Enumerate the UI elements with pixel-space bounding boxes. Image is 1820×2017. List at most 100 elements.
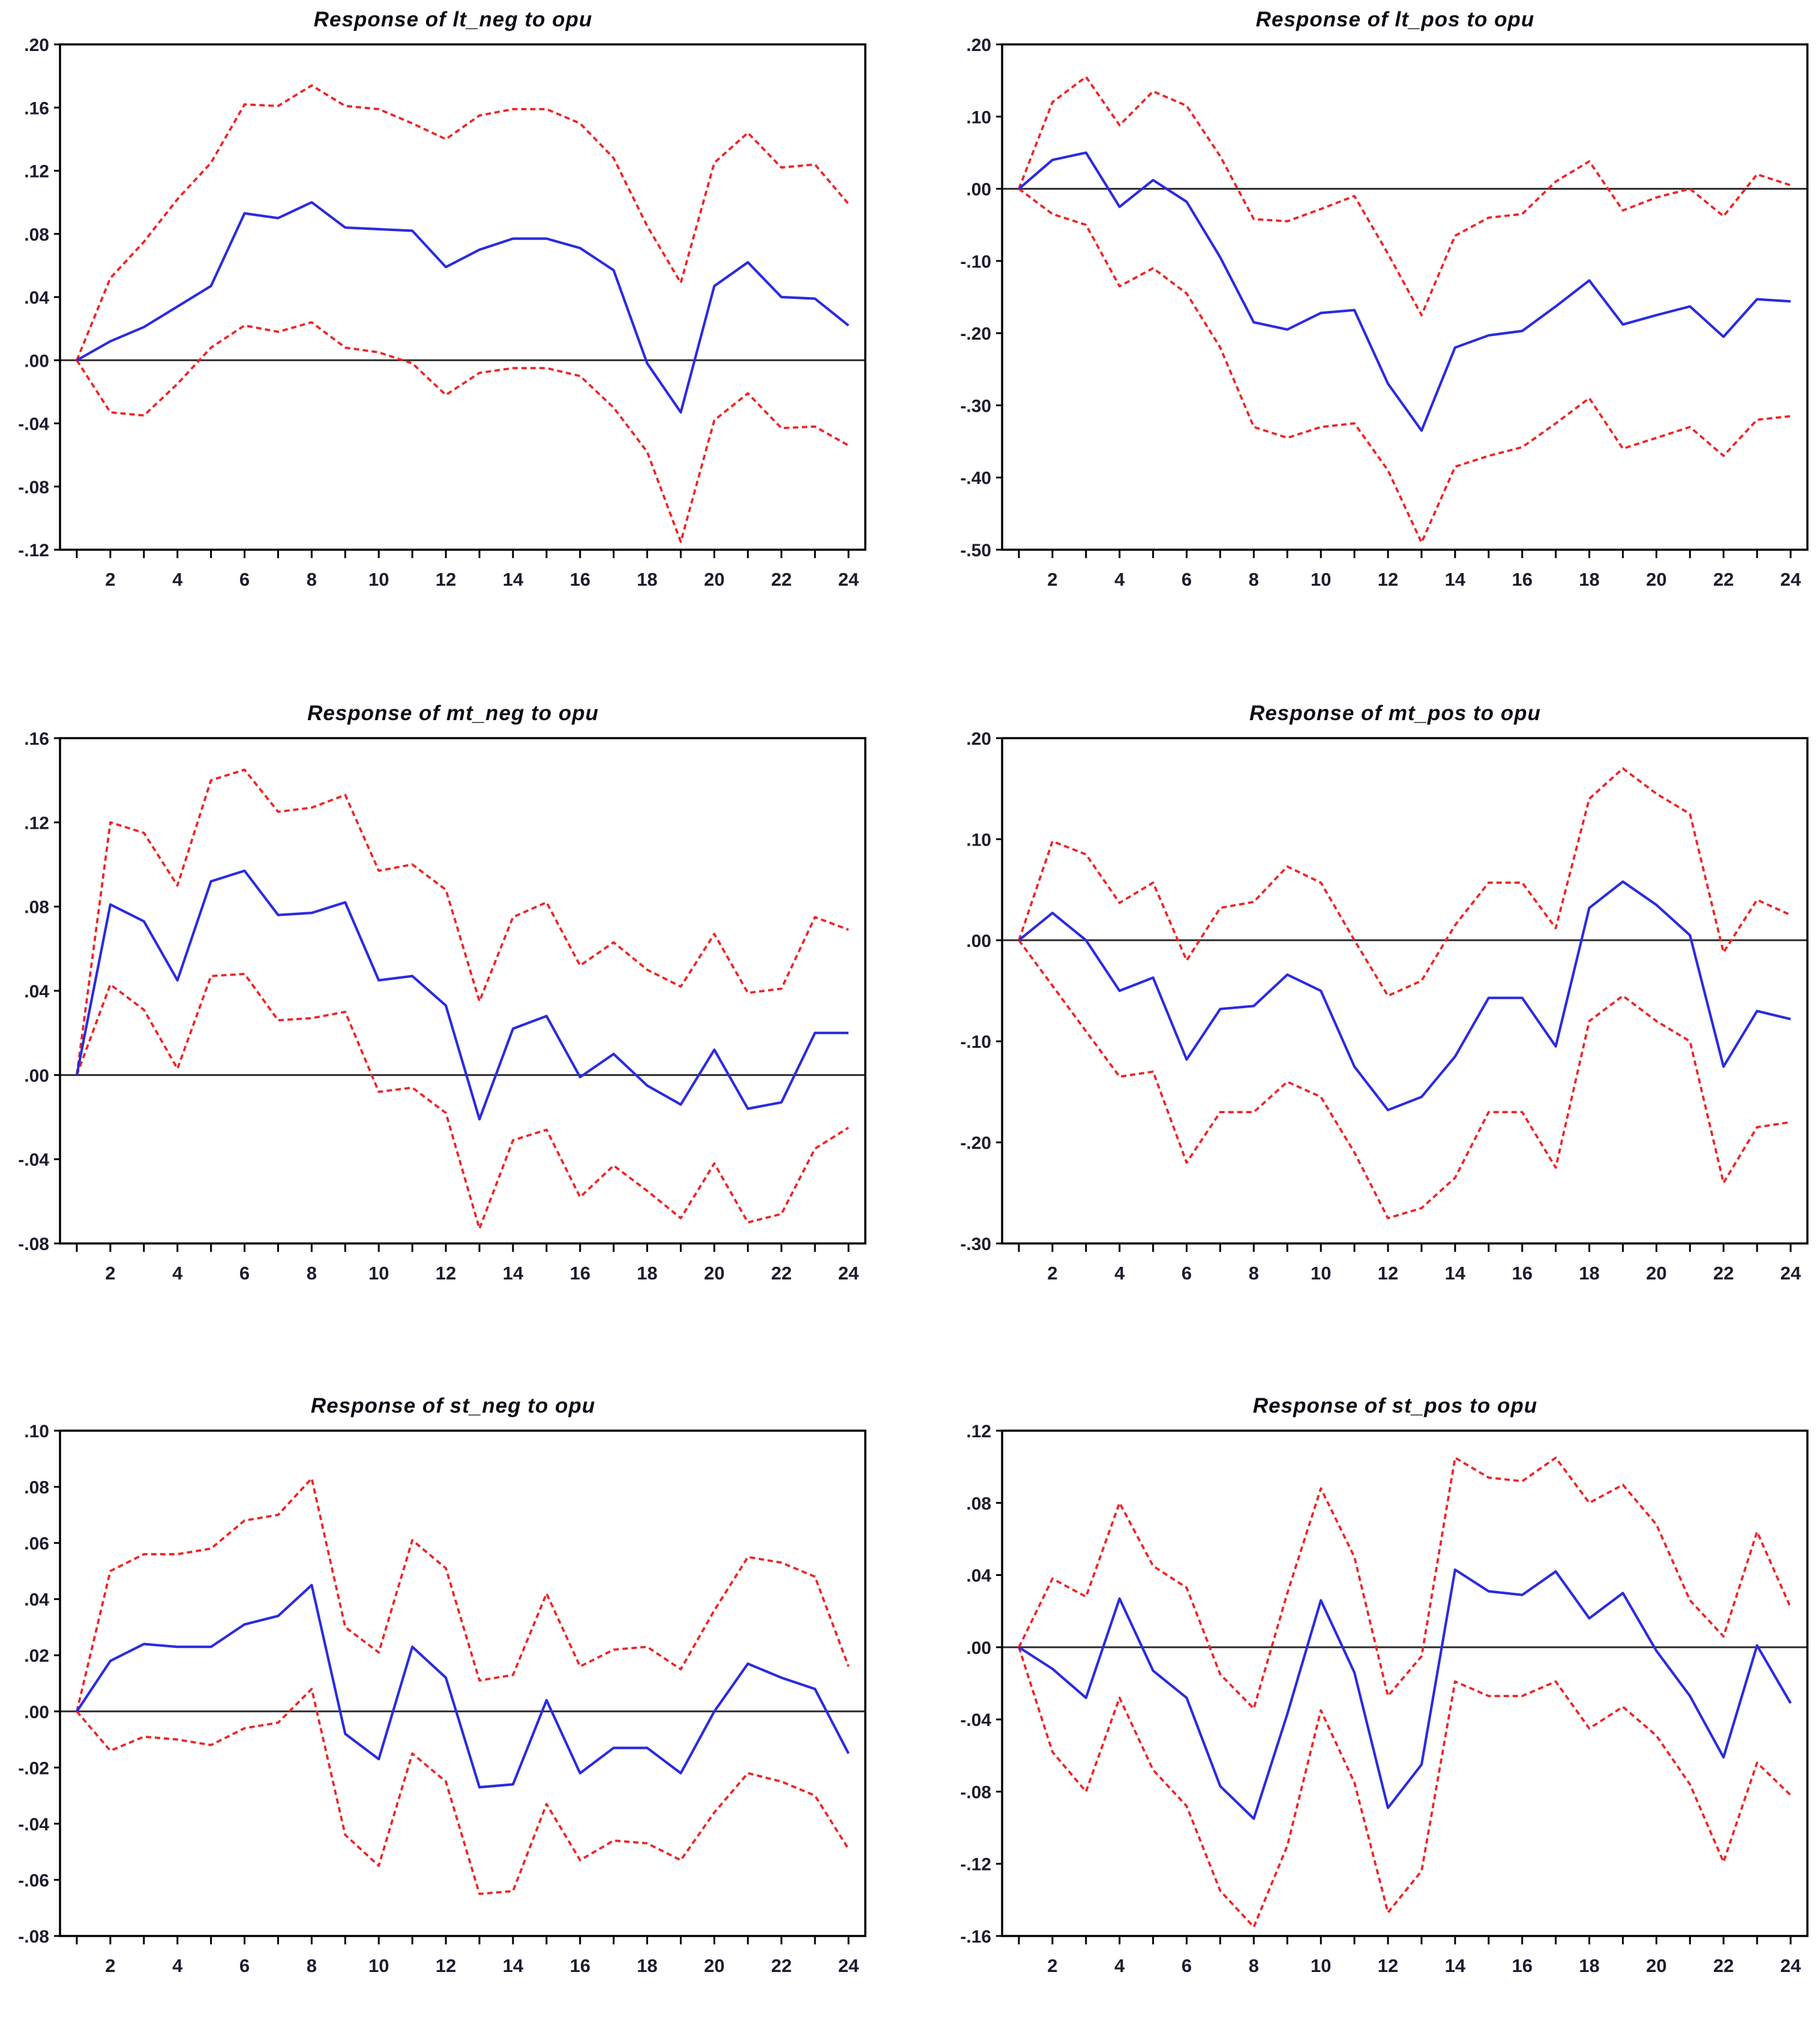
y-tick-label: -.04 xyxy=(18,415,49,434)
response-line xyxy=(75,869,848,1121)
chart-plot-st-neg: .10.08.06.04.02.00-.02-.04-.06-.082 4 6 8 10… xyxy=(18,1422,866,1976)
chart-cell-st-neg: Response of st_neg to opu .10 .08 .06 .04 .0… xyxy=(0,1391,876,2001)
chart-cell-lt-pos: Response of lt_pos to opu .20 .10 .00 -.10 -… xyxy=(942,5,1818,615)
upper_band-line xyxy=(1018,1456,1792,1710)
x-axis-ticks: 2 4 6 8 10 12 14 16 18 20 22 24 xyxy=(1018,1243,1801,1284)
x-tick-label: 4 xyxy=(1114,1263,1125,1284)
x-tick-label: 12 xyxy=(1378,1263,1398,1284)
chart-plot-mt-neg: .16.12.08.04.00-.04-.082 4 6 8 10 12 14 16 18 20 2… xyxy=(18,729,866,1284)
chart-title-lt-pos: Response of lt_pos to opu xyxy=(1255,8,1535,31)
y-axis-ticks: .12 .08 .04 .00 -.04 -.08 -.12 -.16 xyxy=(960,1422,1002,1947)
lower_band-line xyxy=(76,321,849,543)
y-tick-label: .04 xyxy=(24,1590,49,1610)
x-tick-label: 22 xyxy=(771,1955,791,1976)
x-tick-label: 18 xyxy=(1579,1263,1599,1284)
y-tick-label: -.04 xyxy=(960,1710,991,1730)
y-tick-label: -.12 xyxy=(960,1855,991,1875)
x-tick-label: 20 xyxy=(704,1263,724,1284)
x-tick-label: 8 xyxy=(307,1263,317,1284)
y-tick-label: .02 xyxy=(24,1646,49,1666)
y-axis-ticks: .10 .08 .06 .04 .02 .00 -.02 -.04 -.06 -.08 xyxy=(18,1422,60,1947)
x-tick-label: 2 xyxy=(105,569,115,590)
chart-plot-mt-pos: .20.10.00-.10-.20-.302 4 6 8 10 12 14 16 18 20 22 2… xyxy=(960,729,1809,1284)
upper_band-line xyxy=(76,84,850,361)
y-tick-label: .08 xyxy=(966,1494,991,1514)
chart-cell-lt-neg: Response of lt_neg to opu .20 .16 .12 .08 .0… xyxy=(0,5,876,615)
x-tick-label: 14 xyxy=(1445,569,1466,590)
y-tick-label: .10 xyxy=(24,1422,49,1441)
chart-cell-mt-pos: Response of mt_pos to opu .20 .10 .00 -.10 -… xyxy=(942,699,1818,1308)
y-tick-label: .20 xyxy=(24,35,49,55)
x-tick-label: 16 xyxy=(1512,1263,1532,1284)
lower_band-line xyxy=(1018,1647,1792,1928)
x-tick-label: 10 xyxy=(1311,1955,1331,1976)
x-tick-label: 4 xyxy=(172,1263,183,1284)
x-tick-label: 16 xyxy=(569,1955,590,1976)
x-tick-label: 8 xyxy=(1249,1955,1259,1976)
chart-plot-lt-pos: .20.10.00-.10-.20-.30-.40-.502 4 6 8 10 12 14 1… xyxy=(960,35,1809,590)
upper_band-line xyxy=(1018,767,1791,997)
y-axis-ticks: .16 .12 .08 .04 .00 -.04 -.08 xyxy=(18,729,60,1254)
y-tick-label: -.20 xyxy=(960,1134,991,1153)
x-tick-label: 12 xyxy=(1378,1955,1398,1976)
y-tick-label: .06 xyxy=(24,1534,49,1554)
x-axis-ticks: 2 4 6 8 10 12 14 16 18 20 22 24 xyxy=(76,1243,859,1284)
x-tick-label: 20 xyxy=(704,569,724,590)
x-tick-label: 8 xyxy=(1249,1263,1259,1284)
y-tick-label: -.02 xyxy=(18,1758,49,1778)
x-tick-label: 8 xyxy=(307,569,317,590)
x-axis-ticks: 2 4 6 8 10 12 14 16 18 20 22 24 xyxy=(76,550,859,590)
x-tick-label: 24 xyxy=(1780,1263,1801,1284)
x-tick-label: 18 xyxy=(637,1263,657,1284)
lower_band-line xyxy=(1018,939,1791,1219)
y-tick-label: .00 xyxy=(24,1066,49,1086)
x-tick-label: 24 xyxy=(838,1263,859,1284)
x-axis-ticks: 2 4 6 8 10 12 14 16 18 20 22 24 xyxy=(76,1936,859,1976)
x-tick-label: 2 xyxy=(105,1955,115,1976)
x-tick-label: 4 xyxy=(172,1955,183,1976)
y-tick-label: .08 xyxy=(24,1478,49,1498)
x-axis-ticks: 2 4 6 8 10 12 14 16 18 20 22 24 xyxy=(1018,1936,1801,1976)
y-tick-label: -.12 xyxy=(18,541,49,561)
x-tick-label: 20 xyxy=(1646,1263,1666,1284)
x-tick-label: 4 xyxy=(1114,1955,1125,1976)
y-tick-label: -.16 xyxy=(960,1927,991,1947)
x-tick-label: 16 xyxy=(569,569,590,590)
x-tick-label: 14 xyxy=(1445,1263,1466,1284)
x-tick-label: 10 xyxy=(368,569,389,590)
x-tick-label: 20 xyxy=(1646,1955,1666,1976)
y-tick-label: -.30 xyxy=(960,396,991,416)
x-tick-label: 8 xyxy=(1249,569,1259,590)
plot-border xyxy=(59,1429,866,1937)
x-tick-label: 14 xyxy=(503,1263,524,1284)
upper_band-line xyxy=(76,768,849,1075)
x-tick-label: 18 xyxy=(1579,569,1599,590)
response-line xyxy=(1018,151,1791,432)
y-tick-label: .20 xyxy=(966,35,991,55)
x-tick-label: 2 xyxy=(1047,1263,1057,1284)
x-tick-label: 12 xyxy=(436,1263,456,1284)
y-tick-label: .16 xyxy=(24,98,49,118)
response-line xyxy=(76,201,850,414)
y-tick-label: .00 xyxy=(966,1638,991,1658)
y-tick-label: .10 xyxy=(966,107,991,127)
x-tick-label: 6 xyxy=(239,569,250,590)
y-axis-ticks: .20 .10 .00 -.10 -.20 -.30 xyxy=(960,729,1002,1254)
x-tick-label: 24 xyxy=(838,569,859,590)
plot-border xyxy=(1001,43,1809,551)
x-tick-label: 6 xyxy=(1182,1263,1192,1284)
x-tick-label: 16 xyxy=(569,1263,590,1284)
upper_band-line xyxy=(1018,76,1791,317)
y-tick-label: -.10 xyxy=(960,1032,991,1052)
y-tick-label: -.06 xyxy=(18,1871,49,1890)
chart-title-mt-pos: Response of mt_pos to opu xyxy=(1249,702,1541,725)
x-tick-label: 12 xyxy=(436,569,456,590)
y-axis-ticks: .20 .16 .12 .08 .04 .00 -.04 -.08 -.12 xyxy=(18,35,60,561)
x-tick-label: 10 xyxy=(1311,1263,1331,1284)
y-tick-label: .10 xyxy=(966,830,991,850)
y-tick-label: .16 xyxy=(24,729,49,749)
chart-title-mt-neg: Response of mt_neg to opu xyxy=(307,702,599,725)
x-tick-label: 2 xyxy=(1047,569,1057,590)
y-tick-label: .12 xyxy=(966,1422,991,1441)
